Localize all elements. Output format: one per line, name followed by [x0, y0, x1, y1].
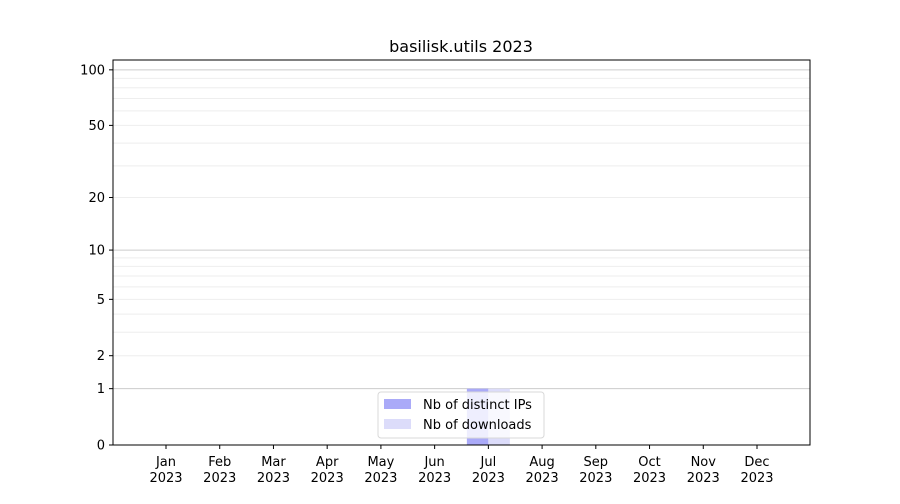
- x-tick-label: Mar 2023: [257, 455, 290, 486]
- legend-label: Nb of distinct IPs: [423, 398, 532, 413]
- plot-frame: [112, 59, 811, 446]
- legend-swatch: [384, 419, 411, 429]
- legend: Nb of distinct IPs Nb of downloads: [377, 391, 545, 439]
- x-tick-label: Apr 2023: [311, 455, 344, 486]
- x-tick-label: May 2023: [364, 455, 397, 486]
- y-tick-label: 5: [97, 293, 105, 308]
- y-tick-label: 1: [97, 382, 105, 397]
- x-tick-label: Sep 2023: [579, 455, 612, 486]
- x-tick-label: Nov 2023: [687, 455, 720, 486]
- legend-swatch: [384, 399, 411, 409]
- y-tick-label: 0: [97, 439, 105, 454]
- x-tick-label: Jul 2023: [472, 455, 505, 486]
- y-tick-label: 10: [88, 244, 105, 259]
- x-tick-label: Jan 2023: [149, 455, 182, 486]
- y-tick-label: 100: [80, 63, 105, 78]
- chart-title: basilisk.utils 2023: [389, 37, 533, 56]
- x-tick-label: Oct 2023: [633, 455, 666, 486]
- x-tick-label: Jun 2023: [418, 455, 451, 486]
- y-tick-label: 50: [88, 119, 105, 134]
- y-tick-label: 20: [88, 191, 105, 206]
- legend-box: [377, 391, 545, 439]
- y-tick-label: 2: [97, 349, 105, 364]
- x-tick-label: Aug 2023: [526, 455, 559, 486]
- x-tick-label: Dec 2023: [740, 455, 773, 486]
- x-tick-label: Feb 2023: [203, 455, 236, 486]
- legend-label: Nb of downloads: [423, 418, 532, 433]
